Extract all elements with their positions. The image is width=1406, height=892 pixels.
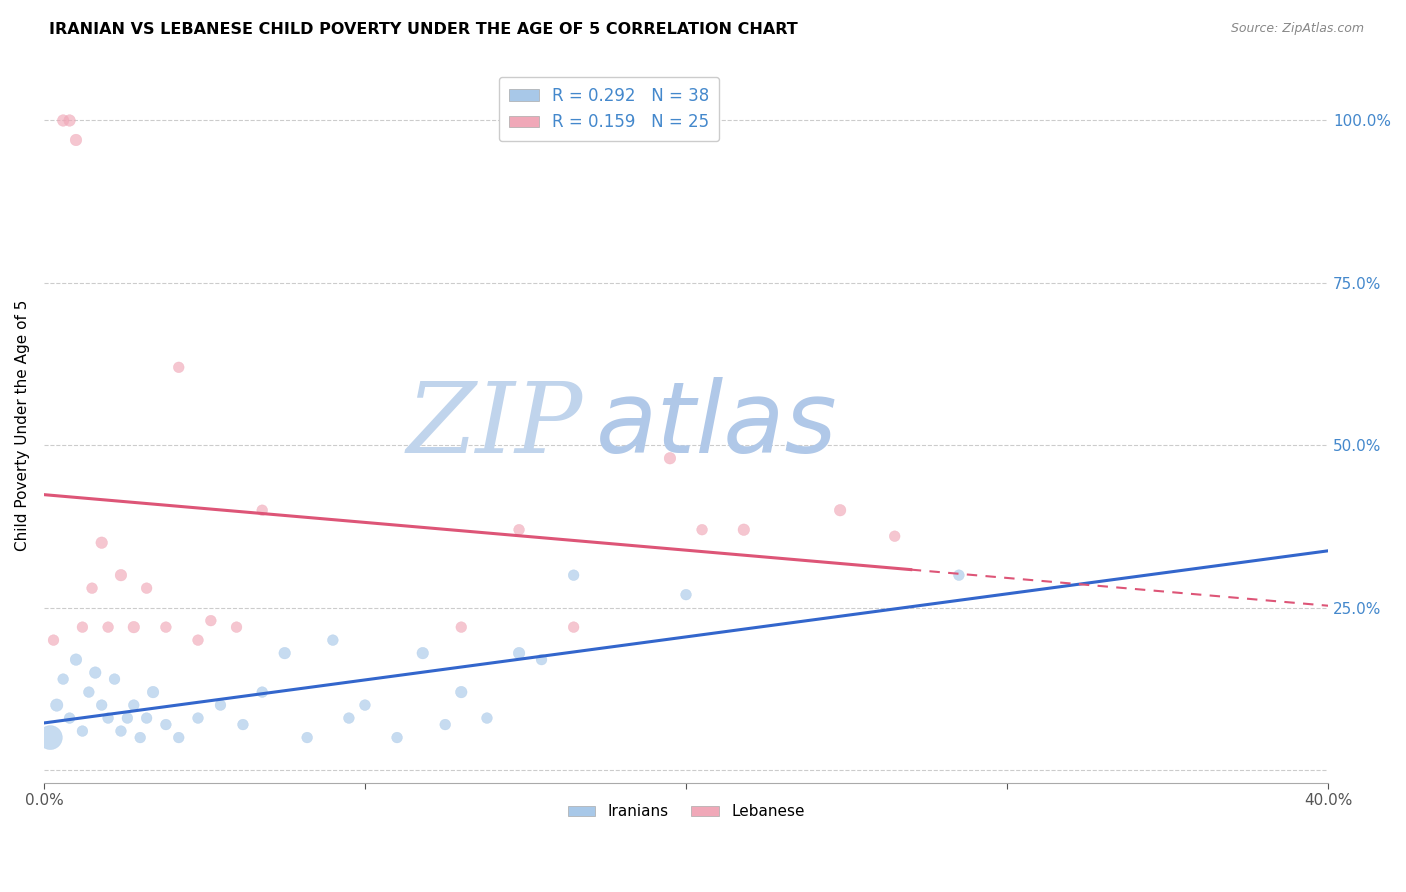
Point [65,133,87,147]
Point [434,717,457,731]
Y-axis label: Child Poverty Under the Age of 5: Child Poverty Under the Age of 5 [15,300,30,551]
Point [103,672,125,686]
Point [80,581,103,595]
Point [129,731,152,745]
Point [117,711,139,725]
Point [412,646,434,660]
Point [273,646,295,660]
Legend: Iranians, Lebanese: Iranians, Lebanese [561,798,811,825]
Point [72,724,94,739]
Point [830,503,852,517]
Point [450,685,472,699]
Point [58,711,80,725]
Point [187,711,209,725]
Point [84,665,107,680]
Point [97,620,120,634]
Point [733,523,755,537]
Point [322,633,344,648]
Point [385,731,408,745]
Point [39,731,62,745]
Point [508,523,530,537]
Point [209,698,232,712]
Point [167,360,190,375]
Point [295,731,318,745]
Point [122,620,145,634]
Point [65,652,87,666]
Text: Source: ZipAtlas.com: Source: ZipAtlas.com [1230,22,1364,36]
Point [675,588,697,602]
Point [354,698,377,712]
Point [225,620,247,634]
Point [562,568,585,582]
Text: ZIP: ZIP [406,378,583,474]
Point [250,503,273,517]
Point [562,620,585,634]
Point [142,685,165,699]
Point [110,724,132,739]
Point [45,698,67,712]
Point [52,672,75,686]
Point [135,581,157,595]
Point [659,451,682,466]
Point [97,711,120,725]
Point [200,614,222,628]
Point [42,633,65,648]
Point [90,698,112,712]
Point [110,568,132,582]
Point [232,717,254,731]
Point [508,646,530,660]
Text: IRANIAN VS LEBANESE CHILD POVERTY UNDER THE AGE OF 5 CORRELATION CHART: IRANIAN VS LEBANESE CHILD POVERTY UNDER … [49,22,799,37]
Point [883,529,905,543]
Point [52,113,75,128]
Text: atlas: atlas [596,377,838,475]
Point [337,711,360,725]
Point [155,620,177,634]
Point [155,717,177,731]
Point [187,633,209,648]
Point [530,652,553,666]
Point [135,711,157,725]
Point [77,685,100,699]
Point [450,620,472,634]
Point [690,523,713,537]
Point [475,711,498,725]
Point [948,568,970,582]
Point [167,731,190,745]
Point [58,113,80,128]
Point [90,535,112,549]
Point [72,620,94,634]
Point [250,685,273,699]
Point [122,698,145,712]
